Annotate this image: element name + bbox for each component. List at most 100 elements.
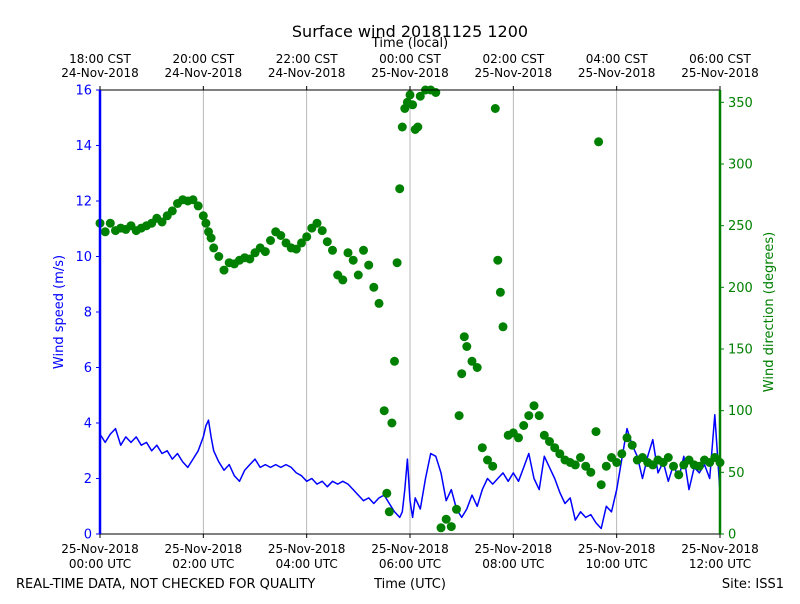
top-axis-label: Time (local) [371,36,448,51]
direction-point [291,244,301,254]
y-tick-right-label: 200 [728,281,753,296]
y-tick-right-label: 50 [728,466,745,481]
x-tick-top-time: 18:00 CST [69,52,131,66]
footer-site: Site: ISS1 [722,577,784,592]
x-tick-top-time: 00:00 CST [379,52,441,66]
direction-point [353,270,363,280]
x-tick-top-time: 06:00 CST [689,52,751,66]
direction-point [519,421,529,430]
direction-point [441,514,451,524]
direction-point [663,453,673,462]
direction-point [467,356,477,366]
x-axis-label: Time (UTC) [373,577,446,592]
direction-point [100,227,110,237]
direction-point [384,507,394,517]
footer-quality-note: REAL-TIME DATA, NOT CHECKED FOR QUALITY [16,577,315,592]
direction-point [382,488,392,498]
y-tick-left-label: 0 [84,528,92,543]
y-axis-left-label: Wind speed (m/s) [52,255,67,369]
direction-point [105,218,115,228]
direction-point [206,233,216,243]
y-tick-left-label: 2 [84,472,92,487]
direction-point [397,122,407,132]
x-tick-top-time: 20:00 CST [172,52,234,66]
direction-point [338,275,348,285]
x-tick-bottom-time: 04:00 UTC [276,557,338,571]
x-tick-top-date: 24-Nov-2018 [268,66,346,80]
direction-point [260,247,270,257]
direction-point [483,455,492,465]
x-tick-top-time: 22:00 CST [276,52,338,66]
x-tick-top-date: 25-Nov-2018 [681,66,759,80]
direction-point [276,231,286,240]
x-tick-top-date: 25-Nov-2018 [371,66,449,80]
y-tick-left-label: 12 [75,195,92,210]
direction-point [390,356,399,366]
direction-point [495,287,505,297]
x-tick-bottom-date: 25-Nov-2018 [165,542,243,556]
direction-point [214,252,224,261]
direction-point [167,206,177,216]
direction-point [601,461,611,471]
y-tick-right-label: 300 [728,158,753,173]
direction-point [477,443,487,453]
direction-point [364,260,374,270]
x-tick-bottom-time: 06:00 UTC [379,557,441,571]
direction-point [490,104,500,113]
y-tick-right-label: 100 [728,404,753,419]
y-tick-left-label: 14 [75,139,92,154]
y-tick-left-label: 4 [84,417,92,432]
direction-point [524,411,534,421]
direction-point [359,245,368,255]
direction-point [596,480,606,490]
direction-point [266,236,275,245]
direction-point [570,460,580,470]
direction-point [322,237,332,247]
direction-point [209,243,219,253]
direction-point [454,411,464,421]
direction-point [594,137,604,147]
axes-layer: 0 2 4 6 8 10 12 14 16 0 50 100 150 200 250 300 350 25-Nov… [61,52,759,571]
y-tick-right-label: 150 [728,343,753,358]
x-tick-bottom-date: 25-Nov-2018 [578,542,656,556]
direction-point [545,437,554,446]
speed-series [99,413,721,530]
direction-point [413,122,423,132]
direction-point [550,443,560,453]
direction-point [498,322,508,332]
direction-point [343,248,353,258]
y-tick-left-label: 10 [75,250,92,265]
direction-point [193,201,203,211]
direction-point [472,363,482,372]
direction-point [694,461,704,471]
y-axis-right-label: Wind direction (degrees) [762,232,777,392]
y-tick-left-label: 16 [75,84,92,99]
direction-point [576,453,585,462]
x-tick-bottom-date: 25-Nov-2018 [475,542,553,556]
direction-point [328,245,337,255]
direction-point [395,184,405,194]
direction-point [157,217,167,227]
x-tick-bottom-time: 12:00 UTC [689,557,751,571]
direction-point [493,255,503,265]
direction-point [627,440,637,450]
direction-point [617,449,627,459]
direction-point [459,332,469,342]
direction-point [462,342,472,351]
x-tick-bottom-date: 25-Nov-2018 [61,542,139,556]
direction-point [348,255,358,265]
x-tick-bottom-time: 08:00 UTC [482,557,544,571]
direction-point [529,401,539,411]
x-tick-top-date: 24-Nov-2018 [165,66,243,80]
direction-point [446,522,456,532]
x-tick-bottom-time: 10:00 UTC [586,557,648,571]
y-tick-right-label: 0 [728,528,736,543]
direction-series [95,85,725,533]
direction-point [387,418,397,428]
direction-point [674,470,684,480]
direction-point [581,461,591,471]
x-tick-top-date: 25-Nov-2018 [578,66,656,80]
